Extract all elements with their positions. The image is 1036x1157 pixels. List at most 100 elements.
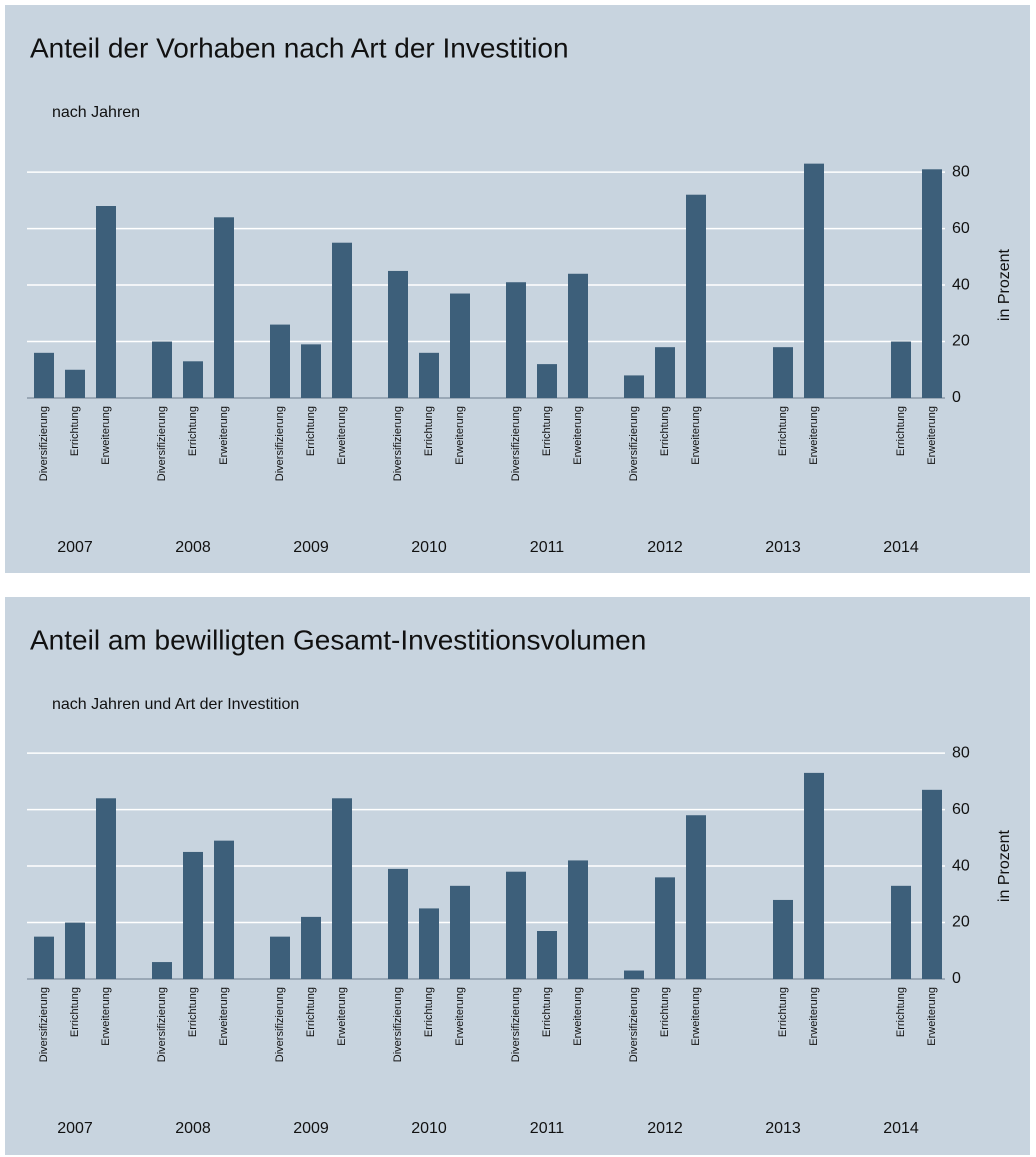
bar [804, 772, 824, 979]
category-label: Errichtung [69, 987, 81, 1037]
bar [922, 169, 942, 398]
chart-panel: Anteil am bewilligten Gesamt-Investition… [5, 597, 1030, 1155]
bar [419, 352, 439, 398]
category-label: Diversifizierung [510, 987, 522, 1062]
category-label: Errichtung [895, 987, 907, 1037]
category-label: Errichtung [187, 406, 199, 456]
chart-title: Anteil am bewilligten Gesamt-Investition… [30, 624, 646, 655]
category-label: Erweiterung [100, 987, 112, 1046]
chart-subtitle: nach Jahren und Art der Investition [52, 696, 299, 713]
bar [686, 194, 706, 398]
category-label: Diversifizierung [156, 406, 168, 481]
bar [34, 352, 54, 398]
bar [388, 270, 408, 398]
y-tick-label: 40 [952, 857, 970, 874]
bar [96, 798, 116, 979]
bar [65, 922, 85, 979]
y-tick-label: 20 [952, 914, 970, 931]
bar [773, 347, 793, 398]
bar [301, 344, 321, 398]
category-label: Errichtung [423, 987, 435, 1037]
bar [624, 375, 644, 398]
category-label: Errichtung [541, 987, 553, 1037]
bar [506, 282, 526, 398]
category-label: Erweiterung [690, 406, 702, 465]
category-label: Erweiterung [690, 987, 702, 1046]
bar [270, 324, 290, 398]
category-label: Errichtung [423, 406, 435, 456]
bar [506, 871, 526, 979]
bar [568, 860, 588, 979]
bar [419, 908, 439, 979]
y-tick-label: 80 [952, 744, 970, 761]
bar [804, 163, 824, 398]
category-label: Errichtung [305, 987, 317, 1037]
category-label: Erweiterung [808, 406, 820, 465]
category-label: Erweiterung [218, 987, 230, 1046]
bar [891, 885, 911, 979]
year-label: 2007 [57, 539, 93, 556]
bar [655, 877, 675, 979]
bar [655, 347, 675, 398]
category-label: Errichtung [659, 406, 671, 456]
category-label: Erweiterung [336, 987, 348, 1046]
year-label: 2011 [530, 539, 565, 556]
category-label: Erweiterung [808, 987, 820, 1046]
year-label: 2010 [411, 1120, 447, 1137]
year-label: 2009 [293, 1120, 329, 1137]
category-label: Errichtung [187, 987, 199, 1037]
year-label: 2014 [883, 539, 919, 556]
year-label: 2010 [411, 539, 447, 556]
category-label: Diversifizierung [38, 406, 50, 481]
bar [34, 936, 54, 979]
category-label: Errichtung [777, 406, 789, 456]
y-tick-label: 20 [952, 333, 970, 350]
year-label: 2012 [647, 539, 683, 556]
year-label: 2008 [175, 539, 211, 556]
year-label: 2009 [293, 539, 329, 556]
bar [537, 364, 557, 398]
y-axis-label: in Prozent [996, 829, 1013, 902]
bar [891, 341, 911, 398]
category-label: Errichtung [305, 406, 317, 456]
category-label: Errichtung [541, 406, 553, 456]
category-label: Diversifizierung [392, 406, 404, 481]
bar [214, 217, 234, 398]
category-label: Diversifizierung [274, 406, 286, 481]
category-label: Errichtung [659, 987, 671, 1037]
y-tick-label: 0 [952, 389, 961, 406]
bar [332, 798, 352, 979]
y-tick-label: 40 [952, 276, 970, 293]
category-label: Erweiterung [926, 987, 938, 1046]
chart-panel: Anteil der Vorhaben nach Art der Investi… [5, 5, 1030, 573]
bar [568, 273, 588, 398]
category-label: Erweiterung [454, 406, 466, 465]
category-label: Erweiterung [100, 406, 112, 465]
y-tick-label: 80 [952, 163, 970, 180]
bar [450, 885, 470, 979]
category-label: Diversifizierung [392, 987, 404, 1062]
bar [183, 851, 203, 979]
category-label: Diversifizierung [38, 987, 50, 1062]
y-tick-label: 60 [952, 220, 970, 237]
year-label: 2013 [765, 539, 801, 556]
bar [922, 789, 942, 979]
bar [65, 369, 85, 398]
bar [270, 936, 290, 979]
category-label: Erweiterung [218, 406, 230, 465]
category-label: Diversifizierung [510, 406, 522, 481]
category-label: Erweiterung [336, 406, 348, 465]
bar [183, 361, 203, 398]
year-label: 2008 [175, 1120, 211, 1137]
year-label: 2013 [765, 1120, 801, 1137]
bar [624, 970, 644, 979]
bar [301, 916, 321, 979]
bar [773, 899, 793, 979]
category-label: Diversifizierung [156, 987, 168, 1062]
bar [686, 815, 706, 979]
bar [537, 931, 557, 979]
category-label: Errichtung [895, 406, 907, 456]
category-label: Diversifizierung [274, 987, 286, 1062]
